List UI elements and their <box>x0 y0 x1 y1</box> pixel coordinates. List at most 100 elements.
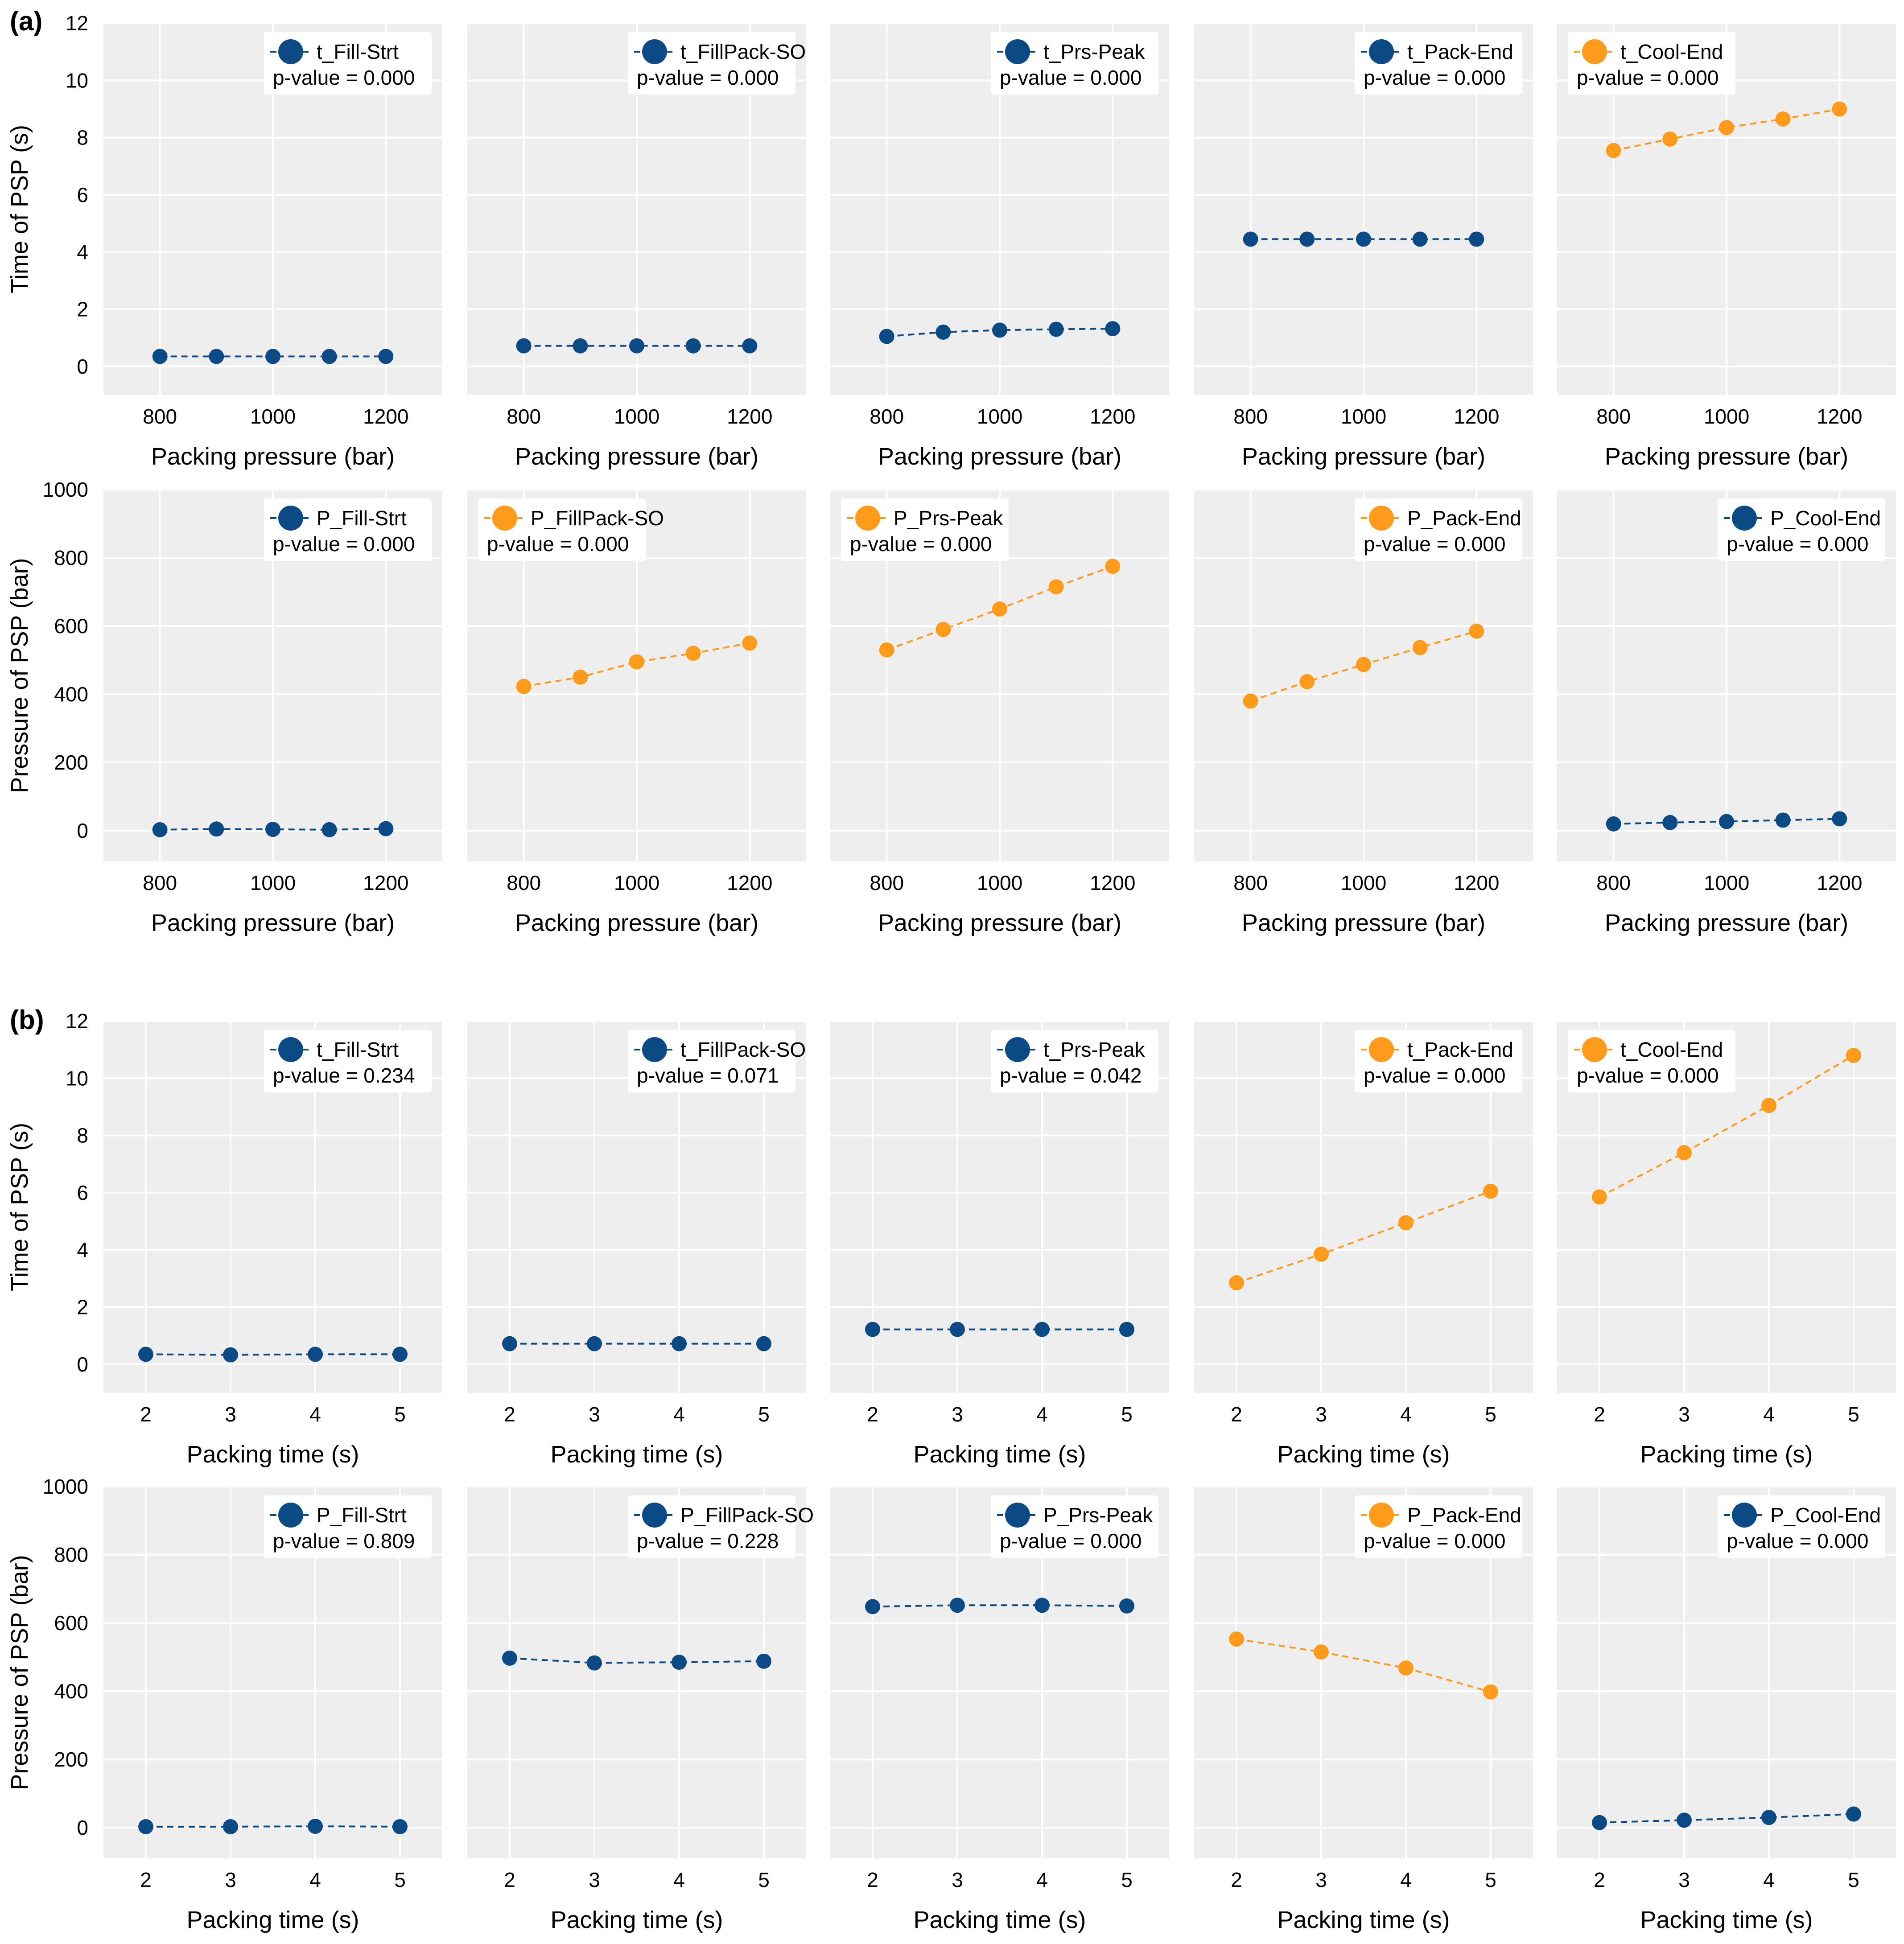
data-point <box>672 1655 687 1670</box>
x-axis-label: Packing time (s) <box>1640 1907 1813 1933</box>
x-tick-label: 5 <box>1485 1403 1496 1426</box>
data-point <box>1398 1660 1414 1676</box>
data-point <box>685 338 701 354</box>
legend-box <box>478 498 646 561</box>
legend: t_FillPack-SO p-value = 0.071 <box>628 1030 806 1092</box>
chart-panel: 2 3 4 5 Packing time (s) t_Prs-Peak p-value = … <box>830 1020 1169 1468</box>
x-tick-label: 1200 <box>1090 405 1135 428</box>
x-tick-label: 800 <box>507 871 541 894</box>
legend-marker <box>1582 39 1607 64</box>
legend-box <box>264 1030 432 1092</box>
legend-marker <box>278 506 303 531</box>
y-tick-label: 1000 <box>43 1475 88 1498</box>
x-tick-label: 2 <box>867 1868 878 1891</box>
data-point <box>992 322 1007 338</box>
chart-panel: 0 2 4 6 8 10 12 Time of PSP (s) 800 1000 1200 Packi… <box>6 12 442 470</box>
x-tick-label: 4 <box>1763 1868 1775 1891</box>
legend-label: P_Fill-Strt <box>317 507 407 530</box>
legend-box <box>841 498 1009 561</box>
legend-label: t_Cool-End <box>1620 40 1723 63</box>
legend-label: t_Fill-Strt <box>317 40 399 63</box>
data-point <box>573 338 588 354</box>
p-value-label: p-value = 0.000 <box>850 532 992 556</box>
x-tick-label: 5 <box>1121 1403 1133 1426</box>
x-tick-label: 1000 <box>977 405 1022 428</box>
data-point <box>629 654 644 670</box>
series-line <box>1599 1054 1855 1198</box>
data-point <box>756 1336 771 1351</box>
legend: P_FillPack-SOp-value = 0.000 <box>478 498 664 561</box>
data-point <box>1243 693 1258 709</box>
legend-label: t_FillPack-SO <box>680 40 806 63</box>
y-tick-label: 600 <box>54 614 88 638</box>
chart-panel: 800 1000 1200 Packing pressure (bar) t_Cool-… <box>1557 22 1896 470</box>
data-point <box>1469 623 1484 639</box>
x-tick-label: 2 <box>1231 1403 1242 1426</box>
data-point <box>516 679 532 694</box>
y-axis-label: Time of PSP (s) <box>6 1123 33 1291</box>
legend-box <box>264 498 432 561</box>
panel-label-b: (b) <box>10 1005 44 1035</box>
data-point <box>1846 1047 1861 1063</box>
chart-panel: 800 1000 1200 Packing pressure (bar) P_Prs-P… <box>830 489 1169 936</box>
legend-label: P_Pack-End <box>1407 507 1521 530</box>
data-point <box>1119 1598 1134 1614</box>
y-tick-label: 2 <box>77 298 88 321</box>
legend-marker <box>278 39 303 64</box>
data-point <box>1469 231 1484 247</box>
x-axis-label: Packing pressure (bar) <box>151 443 395 470</box>
data-point <box>950 1598 965 1613</box>
legend-label: P_Cool-End <box>1770 507 1881 530</box>
legend-label: P_Fill-Strt <box>317 1503 407 1527</box>
data-point <box>1677 1145 1692 1161</box>
legend-box <box>1355 498 1522 561</box>
data-point <box>1606 143 1621 158</box>
x-tick-label: 5 <box>1848 1868 1859 1891</box>
x-tick-label: 5 <box>1485 1868 1496 1891</box>
legend-box <box>991 32 1158 95</box>
p-value-label: p-value = 0.000 <box>637 66 779 89</box>
x-tick-label: 5 <box>1848 1403 1859 1426</box>
x-tick-label: 1000 <box>1704 871 1749 894</box>
legend-marker <box>855 506 880 531</box>
x-tick-label: 3 <box>225 1868 236 1891</box>
legend-box <box>991 1495 1158 1558</box>
legend-marker <box>1369 1037 1394 1062</box>
x-axis-label: Packing pressure (bar) <box>878 443 1121 470</box>
y-tick-label: 6 <box>77 1181 88 1204</box>
p-value-label: p-value = 0.000 <box>1727 1529 1868 1553</box>
data-point <box>1356 231 1371 247</box>
data-point <box>1048 579 1064 595</box>
chart-panel: 800 1000 1200 Packing pressure (bar) P_Cool-… <box>1557 489 1896 936</box>
y-tick-label: 800 <box>54 546 88 569</box>
data-point <box>936 324 951 340</box>
legend-marker <box>492 506 517 531</box>
series-line <box>1236 1638 1491 1693</box>
data-point <box>1105 559 1121 574</box>
data-point <box>865 1599 880 1615</box>
x-axis-label: Packing pressure (bar) <box>515 910 758 936</box>
data-point <box>265 822 280 837</box>
x-tick-label: 4 <box>1763 1403 1775 1426</box>
x-axis-label: Packing time (s) <box>1277 1441 1450 1468</box>
y-axis-label: Pressure of PSP (bar) <box>6 1555 33 1790</box>
data-point <box>1105 321 1121 337</box>
data-point <box>742 635 758 651</box>
legend-marker <box>1369 39 1394 64</box>
data-point <box>1119 1322 1134 1337</box>
legend-label: t_FillPack-SO <box>680 1038 806 1061</box>
data-point <box>1832 101 1847 117</box>
x-tick-label: 2 <box>1231 1868 1242 1891</box>
data-point <box>1592 1815 1607 1830</box>
x-tick-label: 3 <box>1678 1868 1690 1891</box>
x-tick-label: 3 <box>1315 1403 1327 1426</box>
data-point <box>1243 231 1258 247</box>
p-value-label: p-value = 0.000 <box>1364 532 1505 556</box>
